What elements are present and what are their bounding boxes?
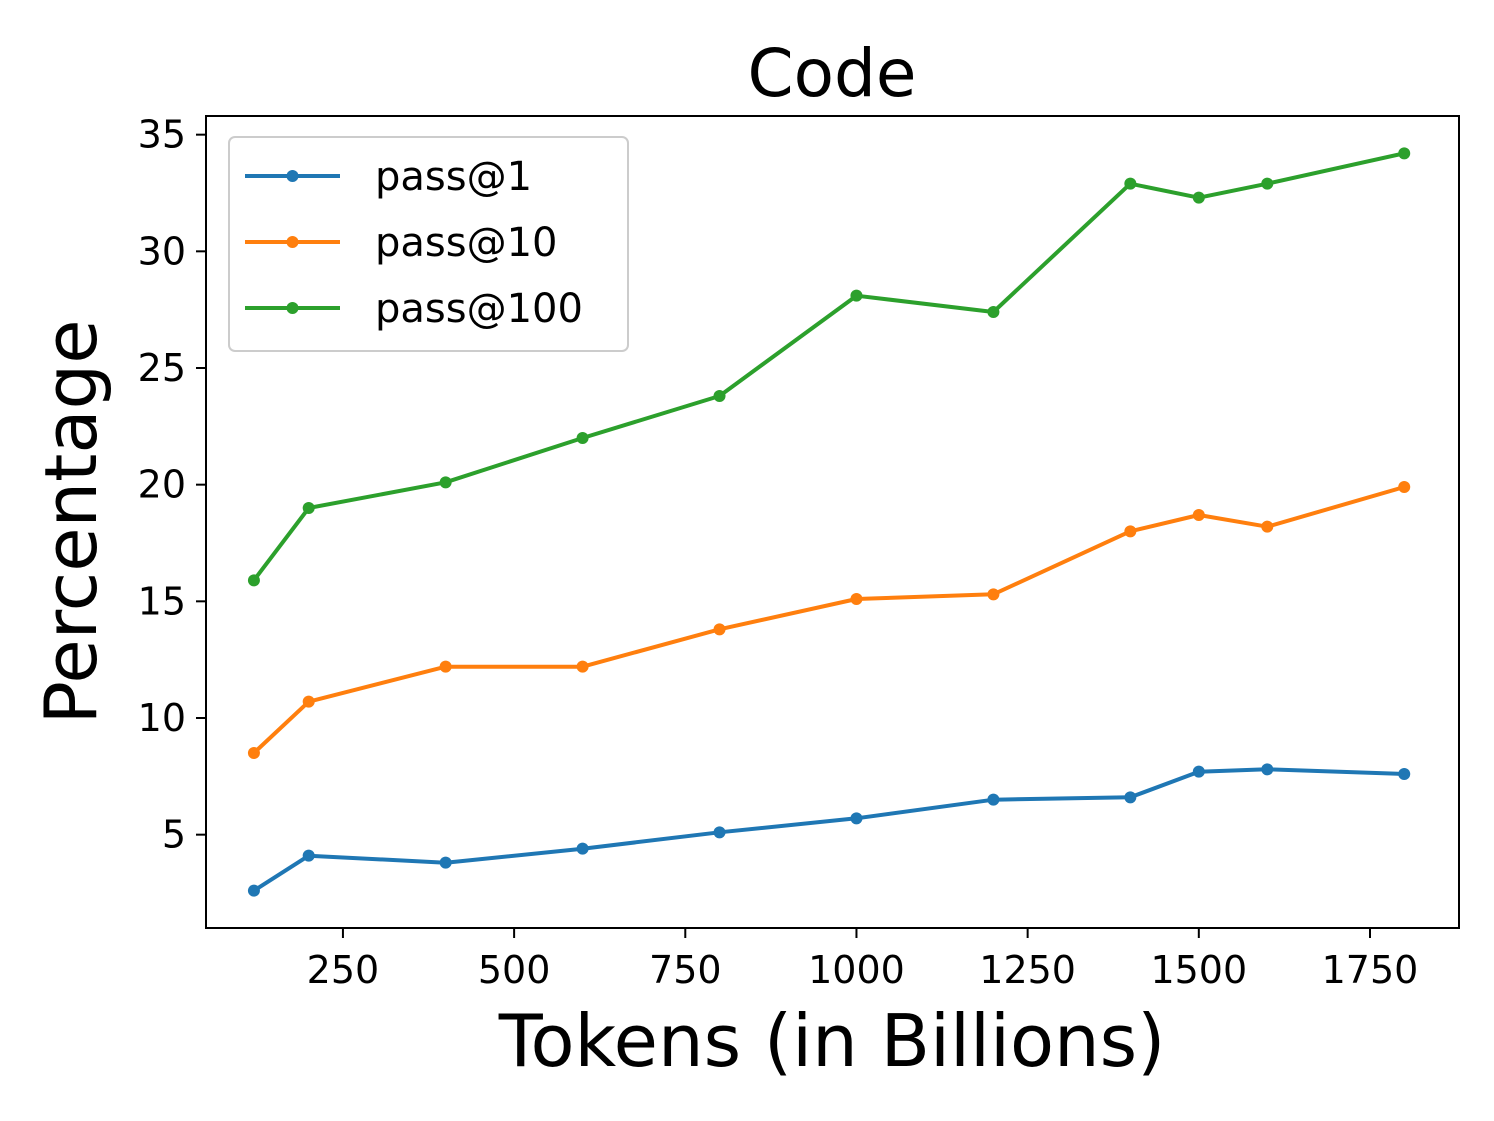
data-point-pass@1	[1124, 791, 1137, 804]
y-axis: 5 10 15 20 25 30 35	[138, 113, 206, 857]
data-point-pass@10	[1398, 481, 1411, 493]
legend-label: pass@1	[375, 154, 532, 200]
legend-swatch-marker	[286, 236, 299, 248]
x-axis: 250 500 750 1000 1250 1500 1750	[307, 928, 1419, 992]
data-point-pass@10	[576, 660, 589, 673]
data-point-pass@100	[576, 432, 589, 444]
data-point-pass@1	[713, 826, 726, 839]
x-tick-label: 500	[478, 948, 551, 992]
legend-label: pass@100	[375, 286, 583, 332]
x-tick-label: 750	[649, 948, 722, 992]
legend: pass@1 pass@10 pass@100	[228, 136, 629, 352]
data-point-pass@1	[576, 842, 589, 855]
series-line-pass@1	[251, 767, 1407, 893]
data-point-pass@100	[1192, 191, 1205, 204]
x-tick-label: 1750	[1322, 948, 1419, 992]
data-point-pass@1	[850, 812, 863, 825]
y-tick-label: 15	[138, 579, 186, 623]
data-point-pass@100	[850, 289, 863, 302]
y-tick-label: 20	[138, 463, 186, 507]
data-point-pass@100	[439, 476, 452, 489]
data-point-pass@10	[1192, 509, 1205, 521]
legend-box	[228, 136, 629, 352]
data-point-pass@100	[247, 574, 260, 587]
data-point-pass@10	[987, 588, 1000, 601]
y-axis-label: Percentage	[29, 319, 113, 724]
legend-swatch-marker	[286, 170, 299, 182]
x-axis-label: Tokens (in Billions)	[498, 999, 1166, 1083]
legend-swatch-marker	[286, 302, 299, 314]
y-tick-label: 30	[138, 229, 186, 273]
y-tick-label: 25	[138, 346, 186, 390]
data-point-pass@10	[1124, 525, 1137, 538]
y-tick-label: 5	[162, 813, 186, 857]
data-point-pass@10	[247, 747, 260, 759]
data-point-pass@1	[247, 884, 260, 897]
x-tick-label: 250	[307, 948, 380, 992]
y-tick-label: 35	[138, 113, 186, 157]
data-point-pass@1	[1398, 768, 1411, 780]
plot-frame	[205, 115, 1460, 929]
data-point-pass@100	[987, 306, 1000, 318]
x-tick-label: 1500	[1150, 948, 1247, 992]
data-point-pass@1	[987, 793, 1000, 806]
y-tick-label: 10	[138, 696, 186, 740]
data-point-pass@10	[1261, 520, 1274, 533]
data-point-pass@10	[302, 695, 315, 708]
data-point-pass@1	[1192, 765, 1205, 778]
chart-title: Code	[748, 35, 917, 112]
series-layer	[247, 147, 1411, 897]
x-tick-label: 1000	[808, 948, 905, 992]
legend-label: pass@10	[375, 220, 557, 266]
data-point-pass@1	[302, 849, 315, 862]
data-point-pass@100	[1124, 177, 1137, 190]
data-point-pass@100	[302, 502, 315, 514]
data-point-pass@100	[1398, 147, 1411, 160]
data-point-pass@1	[439, 856, 452, 869]
data-point-pass@10	[439, 660, 452, 673]
x-tick-label: 1250	[979, 948, 1076, 992]
data-point-pass@1	[1261, 763, 1274, 776]
data-point-pass@100	[713, 390, 726, 402]
data-point-pass@10	[850, 593, 863, 605]
series-line-pass@10	[251, 485, 1407, 755]
data-point-pass@10	[713, 623, 726, 636]
data-point-pass@100	[1261, 177, 1274, 190]
